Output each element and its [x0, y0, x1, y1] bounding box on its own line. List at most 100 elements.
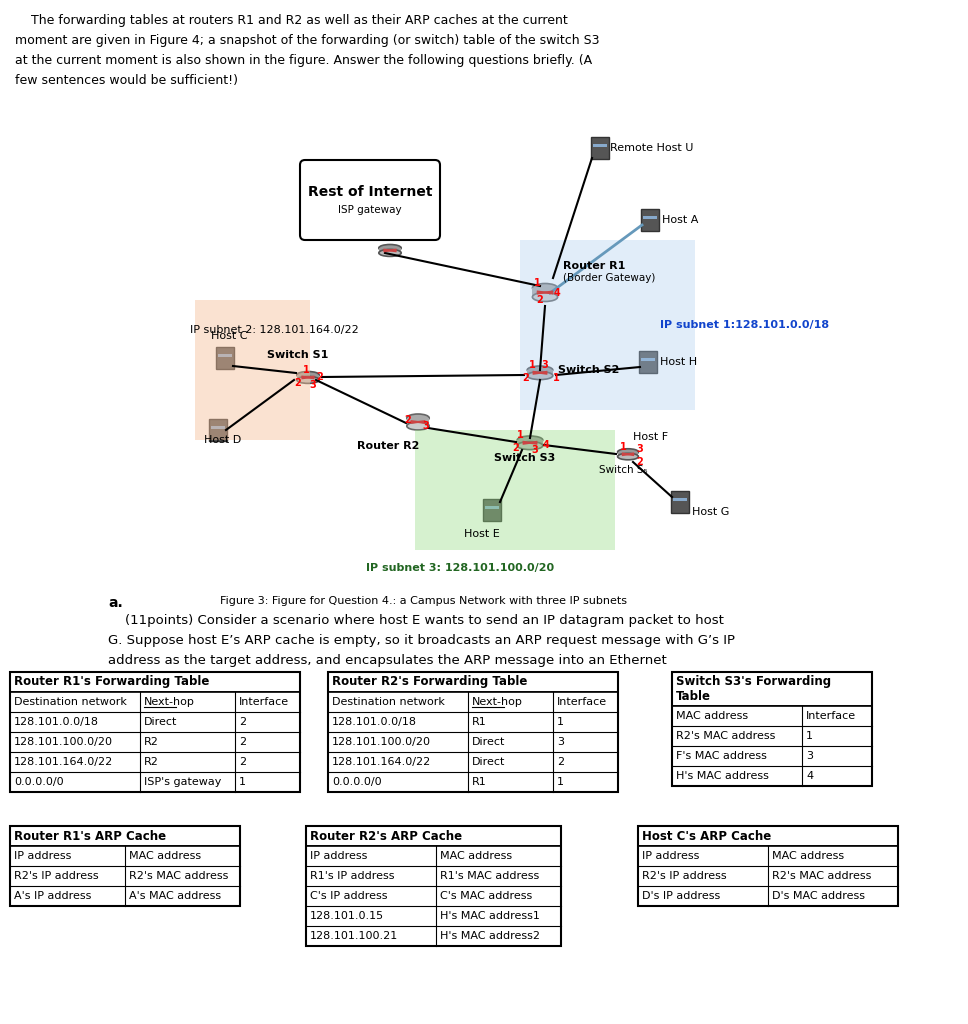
Text: C's IP address: C's IP address	[310, 891, 387, 901]
Text: 1: 1	[553, 373, 560, 383]
Text: R2's IP address: R2's IP address	[642, 871, 727, 881]
Text: Interface: Interface	[806, 711, 856, 721]
FancyBboxPatch shape	[643, 216, 657, 219]
Text: Host F: Host F	[633, 432, 668, 442]
Text: Router R1: Router R1	[563, 261, 625, 271]
Text: Interface: Interface	[239, 697, 289, 707]
Text: Switch S₅: Switch S₅	[598, 465, 648, 475]
Text: Figure 3: Figure for Question 4.: a Campus Network with three IP subnets: Figure 3: Figure for Question 4.: a Camp…	[220, 596, 627, 606]
Text: 128.101.164.0/22: 128.101.164.0/22	[332, 757, 432, 767]
FancyBboxPatch shape	[672, 726, 872, 746]
FancyBboxPatch shape	[520, 240, 695, 410]
Text: a.: a.	[108, 596, 123, 610]
FancyBboxPatch shape	[641, 357, 655, 360]
Text: Host A: Host A	[662, 215, 698, 225]
FancyBboxPatch shape	[216, 346, 234, 370]
Text: 3: 3	[557, 737, 564, 746]
FancyBboxPatch shape	[672, 746, 872, 766]
Text: Direct: Direct	[144, 717, 177, 727]
FancyBboxPatch shape	[328, 732, 618, 752]
FancyBboxPatch shape	[485, 506, 499, 509]
FancyBboxPatch shape	[10, 826, 240, 846]
Text: D's IP address: D's IP address	[642, 891, 720, 901]
FancyBboxPatch shape	[10, 866, 240, 886]
Text: address as the target address, and encapsulates the ARP message into an Ethernet: address as the target address, and encap…	[108, 654, 667, 667]
Text: (Border Gateway): (Border Gateway)	[563, 273, 655, 283]
FancyBboxPatch shape	[328, 752, 618, 772]
Text: Switch S1: Switch S1	[267, 350, 329, 360]
Text: Host E: Host E	[464, 529, 499, 539]
FancyBboxPatch shape	[638, 846, 898, 866]
Text: 2: 2	[294, 378, 301, 388]
Text: 1: 1	[806, 731, 813, 741]
FancyBboxPatch shape	[209, 419, 227, 441]
FancyBboxPatch shape	[195, 300, 310, 440]
Text: R1: R1	[472, 717, 487, 727]
FancyBboxPatch shape	[211, 426, 225, 429]
Text: MAC address: MAC address	[676, 711, 748, 721]
Ellipse shape	[532, 293, 558, 301]
FancyBboxPatch shape	[306, 926, 561, 946]
Ellipse shape	[517, 436, 543, 444]
Text: 3: 3	[542, 360, 549, 370]
Text: 3: 3	[531, 445, 538, 455]
Ellipse shape	[532, 284, 558, 293]
Text: MAC address: MAC address	[772, 851, 844, 861]
Text: 1: 1	[533, 278, 540, 288]
FancyBboxPatch shape	[672, 706, 872, 726]
FancyBboxPatch shape	[10, 752, 300, 772]
FancyBboxPatch shape	[328, 712, 618, 732]
FancyBboxPatch shape	[10, 692, 300, 712]
Text: 2: 2	[239, 757, 246, 767]
Text: IP address: IP address	[14, 851, 72, 861]
FancyBboxPatch shape	[306, 826, 561, 846]
Ellipse shape	[407, 414, 429, 422]
FancyBboxPatch shape	[378, 248, 401, 253]
Text: Router R2's ARP Cache: Router R2's ARP Cache	[310, 829, 462, 843]
Text: 128.101.164.0/22: 128.101.164.0/22	[14, 757, 113, 767]
Text: Switch S2: Switch S2	[558, 365, 620, 375]
Text: R2: R2	[144, 737, 159, 746]
Text: Router R1's ARP Cache: Router R1's ARP Cache	[14, 829, 166, 843]
Text: IP address: IP address	[642, 851, 699, 861]
Text: 128.101.0.0/18: 128.101.0.0/18	[14, 717, 99, 727]
Ellipse shape	[378, 245, 401, 252]
Text: 128.101.0.15: 128.101.0.15	[310, 911, 384, 921]
FancyBboxPatch shape	[407, 418, 429, 426]
Text: 4: 4	[543, 440, 550, 450]
Text: ISP's gateway: ISP's gateway	[144, 777, 222, 787]
Text: R1's IP address: R1's IP address	[310, 871, 395, 881]
FancyBboxPatch shape	[591, 136, 609, 160]
Text: Router R2's Forwarding Table: Router R2's Forwarding Table	[332, 676, 528, 688]
FancyBboxPatch shape	[297, 375, 319, 380]
Text: Router R1's Forwarding Table: Router R1's Forwarding Table	[14, 676, 209, 688]
Text: Host C: Host C	[211, 331, 248, 341]
Text: Next-hop: Next-hop	[472, 697, 523, 707]
FancyBboxPatch shape	[218, 354, 232, 356]
Text: The forwarding tables at routers R1 and R2 as well as their ARP caches at the cu: The forwarding tables at routers R1 and …	[15, 14, 568, 27]
Text: Host C's ARP Cache: Host C's ARP Cache	[642, 829, 771, 843]
FancyBboxPatch shape	[328, 672, 618, 692]
Text: Direct: Direct	[472, 757, 505, 767]
Text: Switch S3: Switch S3	[495, 453, 556, 463]
FancyBboxPatch shape	[671, 490, 689, 513]
Text: H's MAC address: H's MAC address	[676, 771, 769, 781]
Text: R1: R1	[472, 777, 487, 787]
Ellipse shape	[517, 441, 543, 450]
FancyBboxPatch shape	[517, 440, 543, 445]
FancyBboxPatch shape	[672, 672, 872, 706]
Text: 1: 1	[303, 365, 310, 375]
Text: 2: 2	[513, 443, 520, 453]
Text: Switch S3's Forwarding
Table: Switch S3's Forwarding Table	[676, 675, 832, 703]
Text: 2: 2	[239, 737, 246, 746]
Text: 1: 1	[529, 360, 535, 370]
Text: 2: 2	[317, 372, 323, 382]
Text: Next-hop: Next-hop	[144, 697, 195, 707]
Text: 2: 2	[637, 457, 644, 467]
Text: 4: 4	[554, 288, 560, 298]
FancyBboxPatch shape	[10, 712, 300, 732]
Text: 1: 1	[517, 430, 524, 440]
Text: 1: 1	[620, 442, 626, 452]
Text: 128.101.100.21: 128.101.100.21	[310, 931, 398, 941]
Text: Host H: Host H	[660, 357, 697, 367]
